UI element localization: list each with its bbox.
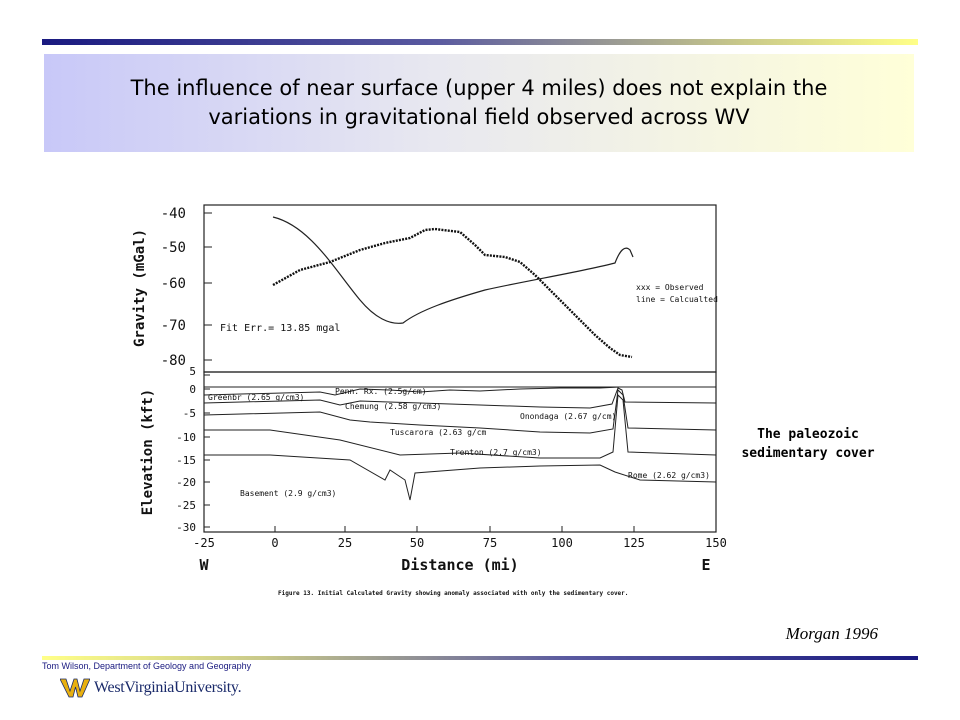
east-label: E (701, 556, 710, 574)
gravity-ytick: -80 (161, 353, 186, 369)
layer-label-greenbrier: Greenbr (2.65 g/cm3) (208, 393, 304, 402)
sedimentary-layer-boundaries (203, 386, 717, 501)
bottom-divider-bar (42, 656, 918, 660)
x-tick: -25 (193, 536, 215, 550)
top-divider-bar (42, 39, 918, 45)
observed-gravity-curve (272, 227, 633, 359)
x-tick: 0 (271, 536, 278, 550)
fit-error-annotation: Fit Err.= 13.85 mgal (220, 323, 340, 334)
wvu-logo-text: WestVirginiaUniversity. (94, 679, 242, 696)
elevation-ytick: -30 (176, 521, 196, 534)
legend-observed: xxx = Observed (636, 283, 704, 292)
x-tick: 50 (410, 536, 424, 550)
elevation-ytick: -15 (176, 454, 196, 467)
elevation-ytick: -25 (176, 499, 196, 512)
gravity-ytick: -50 (161, 240, 186, 256)
gravity-ytick: -70 (161, 318, 186, 334)
x-axis-label: Distance (mi) (401, 556, 518, 574)
x-tick: 150 (705, 536, 727, 550)
elevation-ytick: 5 (189, 365, 196, 378)
title-banner: The influence of near surface (upper 4 m… (44, 54, 914, 152)
layer-label-trenton: Trenton (2.7 g/cm3) (450, 448, 542, 457)
gravity-axis-label: Gravity (mGal) (132, 229, 148, 347)
x-tick: 25 (338, 536, 352, 550)
wvu-flying-wv-icon (60, 678, 90, 698)
elevation-ytick: -10 (176, 431, 196, 444)
elevation-panel-frame (203, 371, 717, 533)
legend-calculated: line = Calcualted (636, 295, 718, 304)
elevation-ytick: 0 (189, 383, 196, 396)
x-tick: 100 (551, 536, 573, 550)
footer-credit: Tom Wilson, Department of Geology and Ge… (42, 661, 252, 671)
elevation-ytick: -20 (176, 476, 196, 489)
layer-label-tuscarora: Tuscarora (2.63 g/cm (390, 428, 487, 437)
x-tick: 125 (623, 536, 645, 550)
elevation-axis-label: Elevation (kft) (140, 389, 156, 515)
wvu-logo: WestVirginiaUniversity. (60, 677, 242, 699)
layer-label-rome: Rome (2.62 g/cm3) (628, 471, 710, 480)
figure-caption: Figure 13. Initial Calculated Gravity sh… (278, 590, 628, 597)
citation: Morgan 1996 (785, 624, 878, 643)
paleozoic-cover-note: The paleozoic sedimentary cover (741, 427, 875, 461)
gravity-elevation-figure: -40 -50 -60 -70 -80 Gravity (mGal) Fit E… (132, 204, 727, 597)
gravity-ytick: -40 (161, 206, 186, 222)
gravity-ytick: -60 (161, 276, 186, 292)
layer-label-penn: Penn. Rx. (2.5g/cm) (335, 387, 427, 396)
elevation-ytick: -5 (183, 407, 196, 420)
x-tick: 75 (483, 536, 497, 550)
layer-label-chemung: Chemung (2.58 g/cm3) (345, 402, 441, 411)
slide-title: The influence of near surface (upper 4 m… (130, 76, 828, 129)
layer-label-basement: Basement (2.9 g/cm3) (240, 489, 336, 498)
layer-label-onondaga: Onondaga (2.67 g/cm) (520, 412, 616, 421)
west-label: W (199, 556, 209, 574)
calculated-gravity-line (272, 216, 634, 324)
